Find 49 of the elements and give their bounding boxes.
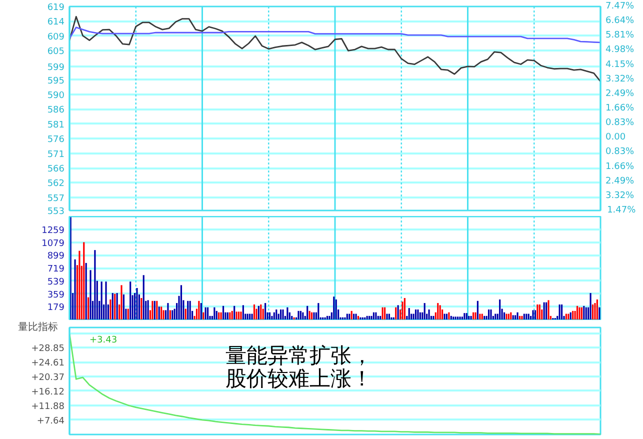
chart-title: 量比指标 <box>18 321 58 333</box>
y-tick-label: 553 <box>47 207 65 217</box>
y2-tick-label: 4.98% <box>606 45 635 56</box>
y-tick-label: +11.88 <box>31 402 65 412</box>
y2-tick-label: 0.83% <box>606 147 635 158</box>
y-tick-label: 609 <box>47 32 65 42</box>
y2-tick-label: 3.32% <box>606 74 635 84</box>
y-tick-label: 599 <box>47 63 65 74</box>
y-tick-label: +28.85 <box>31 344 65 354</box>
y-tick-label: 562 <box>47 179 65 190</box>
y-tick-label: 179 <box>47 303 65 314</box>
y2-tick-label: 6.64% <box>606 16 635 26</box>
y-tick-label: +16.12 <box>31 387 65 398</box>
line-series <box>70 26 600 44</box>
y-tick-label: 719 <box>47 264 65 275</box>
y-tick-label: +20.37 <box>31 373 65 384</box>
y-tick-label: 581 <box>47 120 65 130</box>
annotation: 股价较难上涨！ <box>226 366 373 390</box>
y2-tick-label: 7.47% <box>606 2 635 12</box>
y2-tick-label: 3.32% <box>606 190 635 201</box>
y-tick-label: 590 <box>47 91 65 102</box>
y2-tick-label: 4.15% <box>606 60 635 70</box>
y2-tick-label: 0.83% <box>606 118 635 128</box>
annotation: 量能异常扩张， <box>226 344 373 368</box>
y-tick-label: 619 <box>47 3 65 13</box>
y2-tick-label: 5.81% <box>606 30 635 41</box>
text: +3.43 <box>90 336 118 346</box>
y2-tick-label: 1.66% <box>606 162 635 172</box>
y2-tick-label: 0.00 <box>606 132 626 143</box>
y2-tick-label: 1.66% <box>606 104 635 114</box>
y-tick-label: +7.64 <box>36 416 65 426</box>
y-tick-label: 359 <box>47 290 65 300</box>
y2-axis-title: 1.47% <box>607 206 636 216</box>
y-tick-label: 571 <box>47 150 65 160</box>
y-tick-label: 605 <box>47 46 65 57</box>
y-tick-label: 586 <box>47 106 65 116</box>
line-series <box>70 16 600 82</box>
y-tick-label: 595 <box>47 76 65 86</box>
y-tick-label: 576 <box>47 135 65 146</box>
y-tick-label: 1259 <box>42 226 65 236</box>
y-tick-label: 614 <box>47 18 65 28</box>
y-tick-label: 899 <box>47 252 65 262</box>
y-tick-label: +24.61 <box>31 358 65 369</box>
y-tick-label: 557 <box>47 194 65 204</box>
y2-tick-label: 2.49% <box>606 176 635 186</box>
y-tick-label: 1079 <box>42 238 65 249</box>
y2-tick-label: 2.49% <box>606 88 635 99</box>
y-tick-label: 566 <box>47 164 65 175</box>
y-tick-label: 539 <box>47 277 65 288</box>
